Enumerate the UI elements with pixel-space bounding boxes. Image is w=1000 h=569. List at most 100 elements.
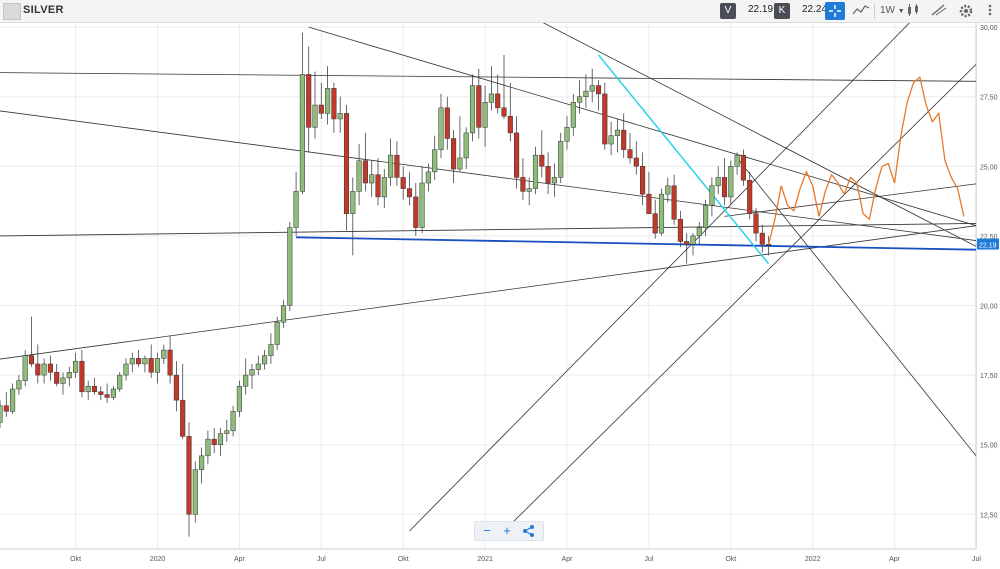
candle-body (280, 305, 287, 323)
candle-body (463, 132, 469, 159)
trendline-trend (542, 23, 976, 247)
candle-body (715, 177, 721, 187)
x-tick-label: Okt (70, 556, 81, 563)
candle-body (262, 355, 268, 365)
candle-body (532, 154, 539, 189)
x-tick-label: Jul (644, 556, 653, 563)
candle-body (268, 344, 274, 356)
y-tick-label: 22,50 (980, 234, 998, 241)
candle-body (740, 154, 746, 181)
candle-body (0, 405, 3, 423)
candle-body (22, 355, 28, 381)
candle-body (91, 385, 98, 393)
menu-icon (988, 4, 992, 16)
candle-body (16, 380, 22, 390)
x-tick-label: Jul (972, 556, 981, 563)
trendline-trend (0, 225, 976, 360)
candle-body (299, 74, 305, 192)
candle-body (457, 157, 463, 170)
candle-body (589, 85, 595, 92)
current-price-box (977, 238, 999, 250)
x-tick-label: 2020 (150, 556, 166, 563)
candle-body (104, 394, 110, 398)
trendline-support (296, 236, 976, 251)
candle-body (236, 385, 242, 412)
draw-icon (931, 4, 947, 16)
candle-body (350, 191, 356, 214)
candle-body (129, 358, 135, 365)
candle-body (148, 358, 154, 373)
x-tick-label: 2021 (477, 556, 493, 563)
candle-body (230, 411, 236, 432)
share-button[interactable] (519, 522, 539, 540)
candle-body (388, 154, 394, 178)
chart-toolbar: SILVER V 22.19 K 22.24 1W ▼ (0, 0, 1000, 23)
candle-body (501, 107, 507, 117)
y-tick-label: 25,00 (980, 164, 998, 171)
candles-icon (908, 4, 918, 16)
instrument-symbol: SILVER (23, 4, 64, 16)
candle-body (154, 358, 161, 373)
candle-body (400, 177, 406, 189)
share-icon (523, 525, 534, 537)
x-axis: Okt 2020 Apr Jul Okt 2021 Apr Jul Okt 2022 Apr Jul (70, 556, 981, 563)
candle-body (173, 374, 179, 401)
candle-body (255, 363, 261, 370)
sell-button[interactable]: V (720, 3, 736, 19)
candle-body (142, 358, 148, 365)
candle-body (312, 104, 318, 128)
candle-body (167, 349, 173, 376)
candle-body (621, 129, 627, 150)
candle-body (337, 113, 343, 120)
candle-body (10, 388, 16, 412)
candle-body (602, 93, 608, 145)
candle-body (665, 185, 671, 195)
trendline-trend (503, 63, 976, 532)
zoom-in-button[interactable]: + (503, 523, 511, 538)
y-tick-label: 20,00 (980, 304, 998, 311)
candle-body (640, 166, 646, 195)
candle-body (180, 399, 186, 437)
x-tick-label: Apr (889, 556, 901, 563)
candle-body (564, 127, 570, 142)
buy-button[interactable]: K (774, 3, 790, 19)
candle-body (287, 227, 293, 306)
menu-button[interactable] (984, 3, 996, 20)
candle-body (343, 113, 350, 214)
zoom-out-button[interactable]: − (483, 523, 491, 538)
candle-body (444, 107, 450, 139)
candle-body (545, 166, 551, 184)
chart-type-button[interactable] (852, 3, 870, 20)
timeframe-dropdown[interactable]: 1W ▼ (880, 5, 905, 16)
x-tick-label: Okt (398, 556, 409, 563)
candle-body (406, 188, 413, 198)
crosshair-icon (829, 5, 841, 17)
candle-body (331, 88, 337, 120)
candle-body (652, 213, 658, 234)
buy-price: 22.24 (802, 4, 828, 15)
settings-button[interactable] (958, 3, 974, 22)
y-tick-label: 15,00 (980, 443, 998, 450)
toolbar-divider (874, 3, 875, 19)
candle-body (425, 171, 431, 184)
trendline-trend (0, 72, 976, 82)
trendline-trend (409, 23, 910, 532)
candle-body (394, 154, 400, 178)
candle-body (192, 469, 198, 515)
candle-body (526, 188, 532, 192)
candle-body (488, 93, 494, 103)
candle-body (469, 85, 476, 134)
candle-body (217, 433, 224, 445)
candle-body (595, 85, 602, 95)
candle-body (85, 385, 91, 393)
chart-grid (0, 23, 977, 550)
candle-body (583, 90, 589, 97)
candle-body (60, 377, 66, 384)
candle-body (41, 363, 47, 376)
draw-button[interactable] (930, 3, 948, 20)
chart-type-icon (852, 5, 870, 15)
crosshair-button[interactable] (825, 2, 845, 20)
candles-button[interactable] (905, 3, 923, 20)
candle-body (495, 93, 501, 109)
